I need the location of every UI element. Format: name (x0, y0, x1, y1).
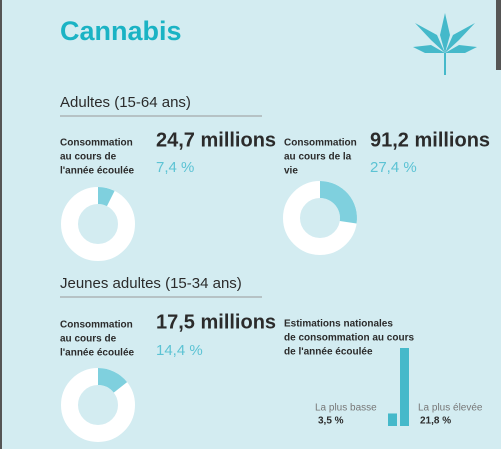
donut-segment (98, 368, 128, 393)
label: Consommation (60, 320, 133, 331)
label: vie (284, 166, 298, 177)
label: Consommation (284, 138, 357, 149)
low-value: 3,5 % (318, 416, 344, 427)
count: 17,5 millions (156, 311, 276, 333)
section-heading: Adultes (15-64 ans) (60, 94, 191, 111)
share: 14,4 % (156, 342, 203, 359)
bar (400, 348, 409, 426)
label: l'année écoulée (60, 348, 135, 359)
share: 27,4 % (370, 159, 417, 176)
low-name: La plus basse (315, 403, 377, 414)
label: au cours de (60, 334, 117, 345)
label: Consommation (60, 138, 133, 149)
high-name: La plus élevée (418, 403, 483, 414)
count: 24,7 millions (156, 129, 276, 151)
label: au cours de (60, 152, 117, 163)
label: de consommation au cours (284, 333, 414, 344)
count: 91,2 millions (370, 129, 490, 151)
label: au cours de la (284, 152, 352, 163)
share: 7,4 % (156, 159, 194, 176)
label: l'année écoulée (60, 166, 135, 177)
section-heading: Jeunes adultes (15-34 ans) (60, 275, 242, 292)
border (496, 0, 501, 70)
label: Estimations nationales (284, 319, 393, 330)
title: Cannabis (60, 16, 182, 46)
border (0, 0, 2, 449)
donut-segment (320, 181, 357, 224)
leaf-icon (413, 13, 477, 75)
bar (388, 413, 397, 426)
donut-segment (98, 187, 115, 207)
high-value: 21,8 % (420, 416, 451, 427)
label: de l'année écoulée (284, 347, 373, 358)
